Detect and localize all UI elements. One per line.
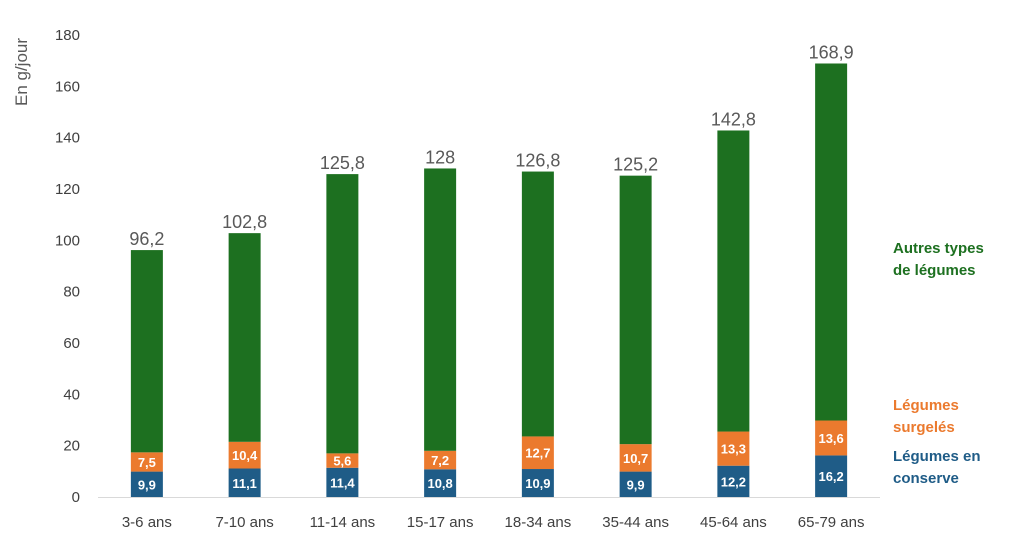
- legend-conserve: Légumes en conserve: [893, 448, 981, 487]
- bar-segment-conserve: [521, 469, 554, 497]
- y-tick-label: 180: [55, 27, 80, 44]
- y-axis-title: En g/jour: [12, 38, 31, 106]
- bar-stack: 12,2 13,3 142,8: [711, 109, 756, 497]
- bar-segment-surgeles: [521, 436, 554, 470]
- segment-value-label: 5,6: [333, 454, 351, 469]
- total-value-label: 142,8: [711, 109, 756, 129]
- bar-stack: 9,9 10,7 125,2: [613, 155, 658, 497]
- bar-segment-autres: [326, 174, 359, 454]
- segment-value-label: 12,7: [525, 446, 550, 461]
- bar-segment-autres: [424, 168, 457, 451]
- bar-segment-conserve: [717, 465, 750, 497]
- x-tick-label: 35-44 ans: [602, 514, 669, 531]
- bar-segment-autres: [521, 171, 554, 437]
- bar-stack: 10,8 7,2 128: [424, 147, 457, 497]
- segment-value-label: 12,2: [721, 474, 746, 489]
- legend: Autres types de légumes Légumes surgelés Lég…: [893, 240, 984, 487]
- x-tick-label: 7-10 ans: [215, 514, 273, 531]
- bar-segment-surgeles: [717, 431, 750, 466]
- bars: 9,9 7,5 96,2 11,1 10,4 102,8 11,4 5,6 125,8 10,8 7…: [129, 42, 854, 497]
- bar-segment-autres: [619, 175, 652, 445]
- bar-stack: 11,1 10,4 102,8: [222, 212, 267, 497]
- bar-segment-autres: [717, 130, 750, 432]
- total-value-label: 125,8: [320, 153, 365, 173]
- segment-value-label: 10,7: [623, 451, 648, 466]
- total-value-label: 126,8: [515, 151, 560, 171]
- total-value-label: 96,2: [129, 229, 164, 249]
- bar-stack: 16,2 13,6 168,9: [809, 42, 854, 497]
- total-value-label: 102,8: [222, 212, 267, 232]
- x-tick-label: 3-6 ans: [122, 514, 172, 531]
- segment-value-label: 10,4: [232, 448, 258, 463]
- segment-value-label: 11,4: [330, 475, 355, 490]
- legend-surgeles: Légumes surgelés: [893, 397, 959, 436]
- bar-segment-surgeles: [815, 420, 848, 456]
- x-tick-label: 15-17 ans: [407, 514, 474, 531]
- y-tick-label: 60: [63, 335, 80, 352]
- x-tick-label: 45-64 ans: [700, 514, 767, 531]
- bar-segment-autres: [228, 233, 261, 442]
- bar-segment-surgeles: [130, 452, 163, 472]
- bar-segment-conserve: [619, 471, 652, 497]
- x-tick-label: 65-79 ans: [798, 514, 865, 531]
- segment-value-label: 9,9: [627, 477, 645, 492]
- segment-value-label: 10,9: [525, 476, 550, 491]
- bar-segment-conserve: [424, 469, 457, 497]
- segment-value-label: 9,9: [138, 477, 156, 492]
- segment-value-label: 13,6: [818, 431, 843, 446]
- legend-autres: Autres types de légumes: [893, 240, 984, 279]
- total-value-label: 168,9: [809, 42, 854, 62]
- segment-value-label: 16,2: [818, 469, 843, 484]
- bar-stack: 10,9 12,7 126,8: [515, 151, 560, 497]
- bar-segment-surgeles: [228, 441, 261, 469]
- x-tick-label: 18-34 ans: [505, 514, 572, 531]
- bar-segment-surgeles: [619, 444, 652, 472]
- segment-value-label: 10,8: [427, 476, 452, 491]
- y-tick-label: 40: [63, 386, 80, 403]
- segment-value-label: 7,5: [138, 455, 156, 470]
- y-tick-label: 100: [55, 232, 80, 249]
- y-tick-label: 20: [63, 438, 80, 455]
- x-tick-label: 11-14 ans: [310, 514, 376, 531]
- y-tick-label: 140: [55, 130, 80, 147]
- segment-value-label: 11,1: [232, 476, 257, 491]
- y-tick-label: 0: [72, 489, 80, 506]
- bar-segment-autres: [130, 250, 163, 453]
- bar-stack: 9,9 7,5 96,2: [129, 229, 164, 497]
- bar-stack: 11,4 5,6 125,8: [320, 153, 365, 497]
- total-value-label: 128: [425, 147, 455, 167]
- y-tick-label: 120: [55, 181, 80, 198]
- total-value-label: 125,2: [613, 155, 658, 175]
- y-axis: 0 20 40 60 80 100 120 140 160 180 En g/jour: [12, 27, 80, 506]
- y-tick-label: 160: [55, 78, 80, 95]
- bar-segment-conserve: [228, 468, 261, 497]
- x-axis: 3-6 ans 7-10 ans 11-14 ans 15-17 ans 18-34 a…: [98, 497, 880, 531]
- bar-segment-autres: [815, 63, 848, 421]
- bar-segment-conserve: [815, 455, 848, 497]
- bar-segment-conserve: [130, 471, 163, 497]
- bar-segment-surgeles: [326, 453, 359, 468]
- segment-value-label: 13,3: [721, 442, 746, 457]
- segment-value-label: 7,2: [431, 453, 449, 468]
- bar-segment-surgeles: [424, 450, 457, 470]
- bar-segment-conserve: [326, 467, 359, 497]
- y-tick-label: 80: [63, 284, 80, 301]
